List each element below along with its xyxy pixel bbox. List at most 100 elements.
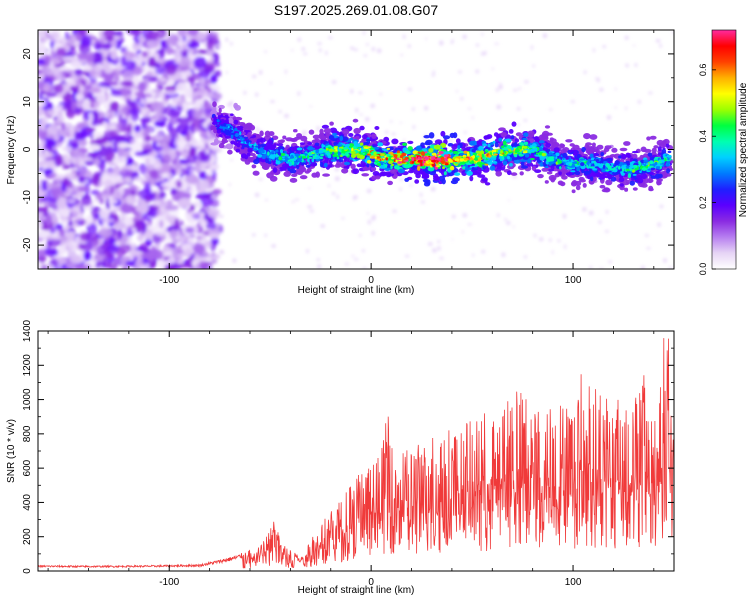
noise-speck bbox=[258, 70, 263, 75]
noise-blob bbox=[47, 108, 56, 116]
noise-blob bbox=[71, 100, 77, 112]
noise-blob bbox=[141, 107, 152, 119]
signal-blob bbox=[455, 138, 461, 144]
signal-blob bbox=[546, 171, 553, 175]
noise-speck bbox=[370, 103, 375, 108]
noise-blob bbox=[38, 207, 48, 213]
noise-speck bbox=[230, 41, 233, 46]
signal-blob bbox=[246, 152, 251, 157]
noise-blob bbox=[174, 138, 188, 148]
noise-blob bbox=[49, 30, 61, 39]
noise-blob bbox=[102, 121, 108, 128]
noise-blob bbox=[114, 135, 125, 143]
signal-blob bbox=[589, 153, 594, 159]
noise-blob bbox=[38, 161, 50, 166]
signal-blob bbox=[391, 138, 399, 145]
noise-blob bbox=[53, 131, 60, 142]
noise-blob bbox=[62, 92, 73, 103]
signal-blob bbox=[647, 152, 653, 157]
noise-blob bbox=[205, 149, 210, 155]
noise-blob bbox=[38, 80, 45, 91]
noise-blob bbox=[166, 111, 181, 118]
noise-blob bbox=[183, 181, 189, 191]
noise-blob bbox=[38, 198, 43, 206]
noise-blob bbox=[109, 129, 120, 138]
signal-blob bbox=[362, 166, 371, 171]
noise-blob bbox=[177, 197, 192, 209]
noise-speck bbox=[481, 250, 486, 254]
noise-speck bbox=[409, 184, 413, 187]
noise-speck bbox=[221, 250, 224, 255]
signal-blob bbox=[596, 144, 604, 150]
noise-speck bbox=[294, 198, 300, 201]
signal-blob bbox=[387, 180, 393, 186]
noise-blob bbox=[85, 127, 97, 132]
noise-speck bbox=[523, 255, 528, 259]
signal-blob bbox=[500, 131, 507, 138]
noise-blob bbox=[46, 182, 61, 189]
noise-blob bbox=[125, 260, 136, 266]
noise-blob bbox=[48, 259, 59, 267]
noise-blob bbox=[146, 30, 160, 40]
noise-speck bbox=[402, 34, 406, 39]
noise-blob bbox=[165, 247, 176, 253]
signal-blob bbox=[235, 148, 241, 153]
noise-blob bbox=[90, 84, 102, 97]
signal-blob bbox=[625, 160, 630, 164]
noise-blob bbox=[39, 99, 46, 107]
signal-blob bbox=[514, 138, 520, 143]
noise-blob bbox=[144, 229, 154, 241]
noise-speck bbox=[614, 106, 617, 109]
noise-blob bbox=[209, 198, 220, 208]
noise-speck bbox=[367, 219, 371, 225]
noise-blob bbox=[120, 234, 128, 244]
noise-blob bbox=[62, 138, 68, 145]
signal-blob bbox=[553, 147, 560, 153]
noise-speck bbox=[264, 199, 269, 201]
noise-blob bbox=[193, 200, 202, 209]
noise-blob bbox=[53, 174, 67, 182]
noise-speck bbox=[462, 213, 468, 218]
signal-blob bbox=[285, 137, 294, 142]
signal-blob bbox=[657, 152, 662, 156]
noise-blob bbox=[199, 153, 211, 163]
noise-blob bbox=[42, 82, 51, 93]
signal-blob bbox=[483, 135, 491, 140]
noise-blob-layer bbox=[38, 30, 674, 269]
noise-blob bbox=[112, 179, 125, 184]
noise-blob bbox=[130, 250, 141, 256]
noise-speck bbox=[252, 233, 256, 237]
noise-blob bbox=[65, 264, 77, 269]
noise-blob bbox=[177, 234, 189, 245]
noise-speck bbox=[589, 265, 592, 269]
signal-blob bbox=[299, 175, 308, 180]
noise-blob bbox=[69, 126, 75, 139]
signal-blob bbox=[538, 140, 545, 144]
noise-speck bbox=[231, 107, 234, 111]
noise-speck bbox=[671, 31, 674, 34]
noise-blob bbox=[40, 151, 54, 158]
noise-blob bbox=[45, 213, 53, 226]
signal-blob bbox=[415, 145, 422, 152]
signal-blob bbox=[407, 146, 413, 151]
noise-blob bbox=[203, 79, 213, 85]
noise-blob bbox=[177, 258, 184, 265]
noise-blob bbox=[134, 151, 147, 157]
noise-blob bbox=[45, 138, 57, 148]
noise-blob bbox=[133, 75, 139, 87]
noise-speck bbox=[384, 130, 389, 134]
noise-blob bbox=[136, 59, 143, 66]
noise-blob bbox=[196, 235, 203, 241]
noise-blob bbox=[38, 221, 43, 229]
noise-blob bbox=[163, 144, 170, 154]
noise-speck bbox=[513, 89, 518, 92]
noise-blob bbox=[135, 205, 149, 213]
signal-blob bbox=[218, 104, 225, 110]
noise-speck bbox=[391, 132, 396, 136]
signal-blob bbox=[646, 136, 651, 141]
noise-speck bbox=[512, 175, 517, 179]
noise-blob bbox=[177, 36, 184, 47]
noise-speck bbox=[570, 100, 575, 103]
noise-blob bbox=[146, 253, 155, 262]
noise-blob bbox=[179, 159, 186, 164]
